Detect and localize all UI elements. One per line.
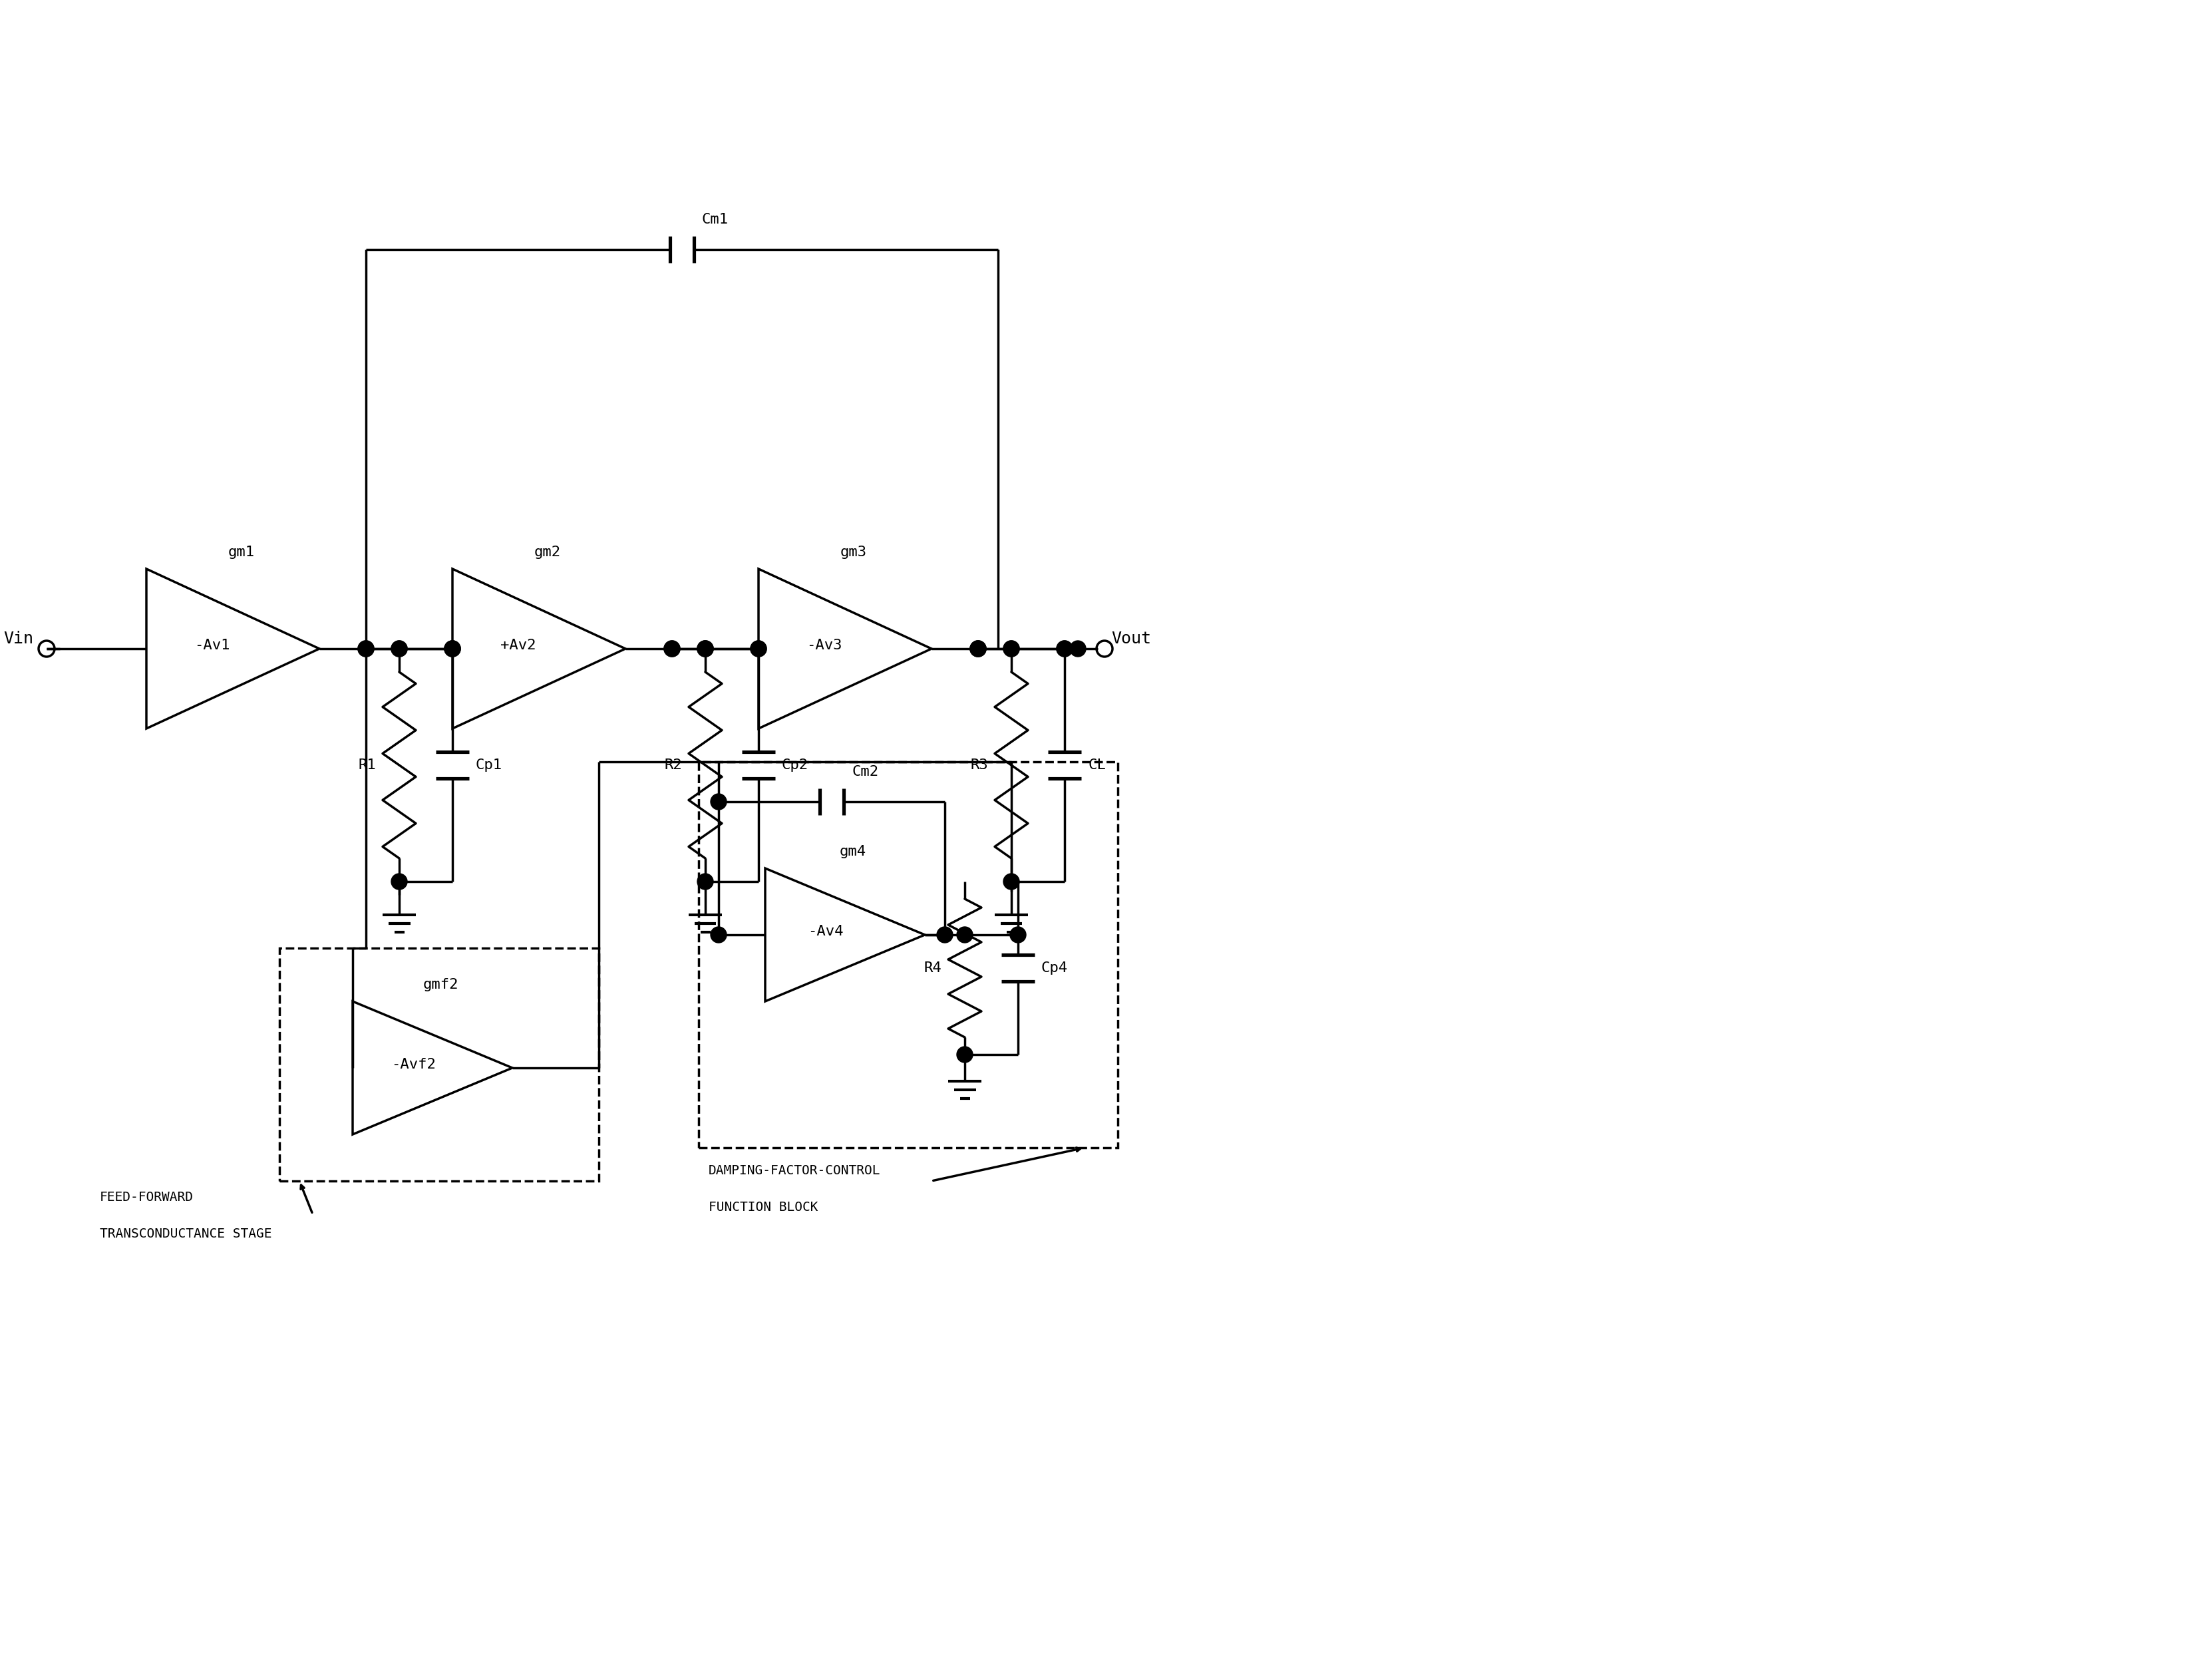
Circle shape (444, 640, 459, 657)
Text: Cp2: Cp2 (782, 758, 808, 771)
Text: gmf2: gmf2 (422, 978, 457, 991)
Circle shape (698, 640, 714, 657)
Text: Cm2: Cm2 (853, 764, 879, 778)
Text: -Av4: -Av4 (808, 924, 844, 937)
Circle shape (1010, 927, 1025, 942)
Text: FEED-FORWARD: FEED-FORWARD (99, 1191, 194, 1203)
Circle shape (444, 640, 459, 657)
Circle shape (698, 640, 714, 657)
Text: Cm1: Cm1 (702, 213, 729, 227)
Circle shape (1003, 874, 1018, 890)
Text: gm1: gm1 (228, 546, 254, 559)
Circle shape (391, 874, 406, 890)
Text: Cp1: Cp1 (475, 758, 501, 771)
Text: R1: R1 (358, 758, 376, 771)
Text: -Av1: -Av1 (194, 638, 230, 652)
Text: R4: R4 (923, 961, 941, 974)
Circle shape (1056, 640, 1074, 657)
Circle shape (970, 640, 985, 657)
Circle shape (970, 640, 985, 657)
Text: FUNCTION BLOCK: FUNCTION BLOCK (709, 1201, 817, 1213)
Circle shape (937, 927, 952, 942)
Circle shape (665, 640, 680, 657)
Text: R3: R3 (970, 758, 987, 771)
Circle shape (956, 927, 972, 942)
Circle shape (751, 640, 767, 657)
Circle shape (665, 640, 680, 657)
Text: +Av2: +Av2 (501, 638, 537, 652)
Circle shape (444, 640, 459, 657)
Text: Vin: Vin (4, 630, 33, 647)
Circle shape (1056, 640, 1074, 657)
Text: Cp4: Cp4 (1040, 961, 1067, 974)
Text: Vout: Vout (1111, 630, 1151, 647)
Circle shape (358, 640, 373, 657)
Circle shape (711, 927, 727, 942)
Text: gm2: gm2 (535, 546, 561, 559)
Text: gm3: gm3 (839, 546, 866, 559)
Circle shape (711, 793, 727, 810)
Circle shape (391, 640, 406, 657)
Circle shape (1003, 640, 1018, 657)
Circle shape (1003, 640, 1018, 657)
Circle shape (751, 640, 767, 657)
Text: CL: CL (1087, 758, 1107, 771)
Circle shape (956, 1047, 972, 1062)
Circle shape (391, 640, 406, 657)
Circle shape (698, 874, 714, 890)
Text: R2: R2 (665, 758, 683, 771)
Text: -Avf2: -Avf2 (391, 1058, 435, 1072)
Circle shape (358, 640, 373, 657)
Text: DAMPING-FACTOR-CONTROL: DAMPING-FACTOR-CONTROL (709, 1164, 881, 1178)
Text: gm4: gm4 (839, 845, 866, 858)
Text: TRANSCONDUCTANCE STAGE: TRANSCONDUCTANCE STAGE (99, 1228, 272, 1240)
Circle shape (970, 640, 985, 657)
Circle shape (698, 640, 714, 657)
Text: -Av3: -Av3 (806, 638, 842, 652)
Circle shape (1069, 640, 1087, 657)
